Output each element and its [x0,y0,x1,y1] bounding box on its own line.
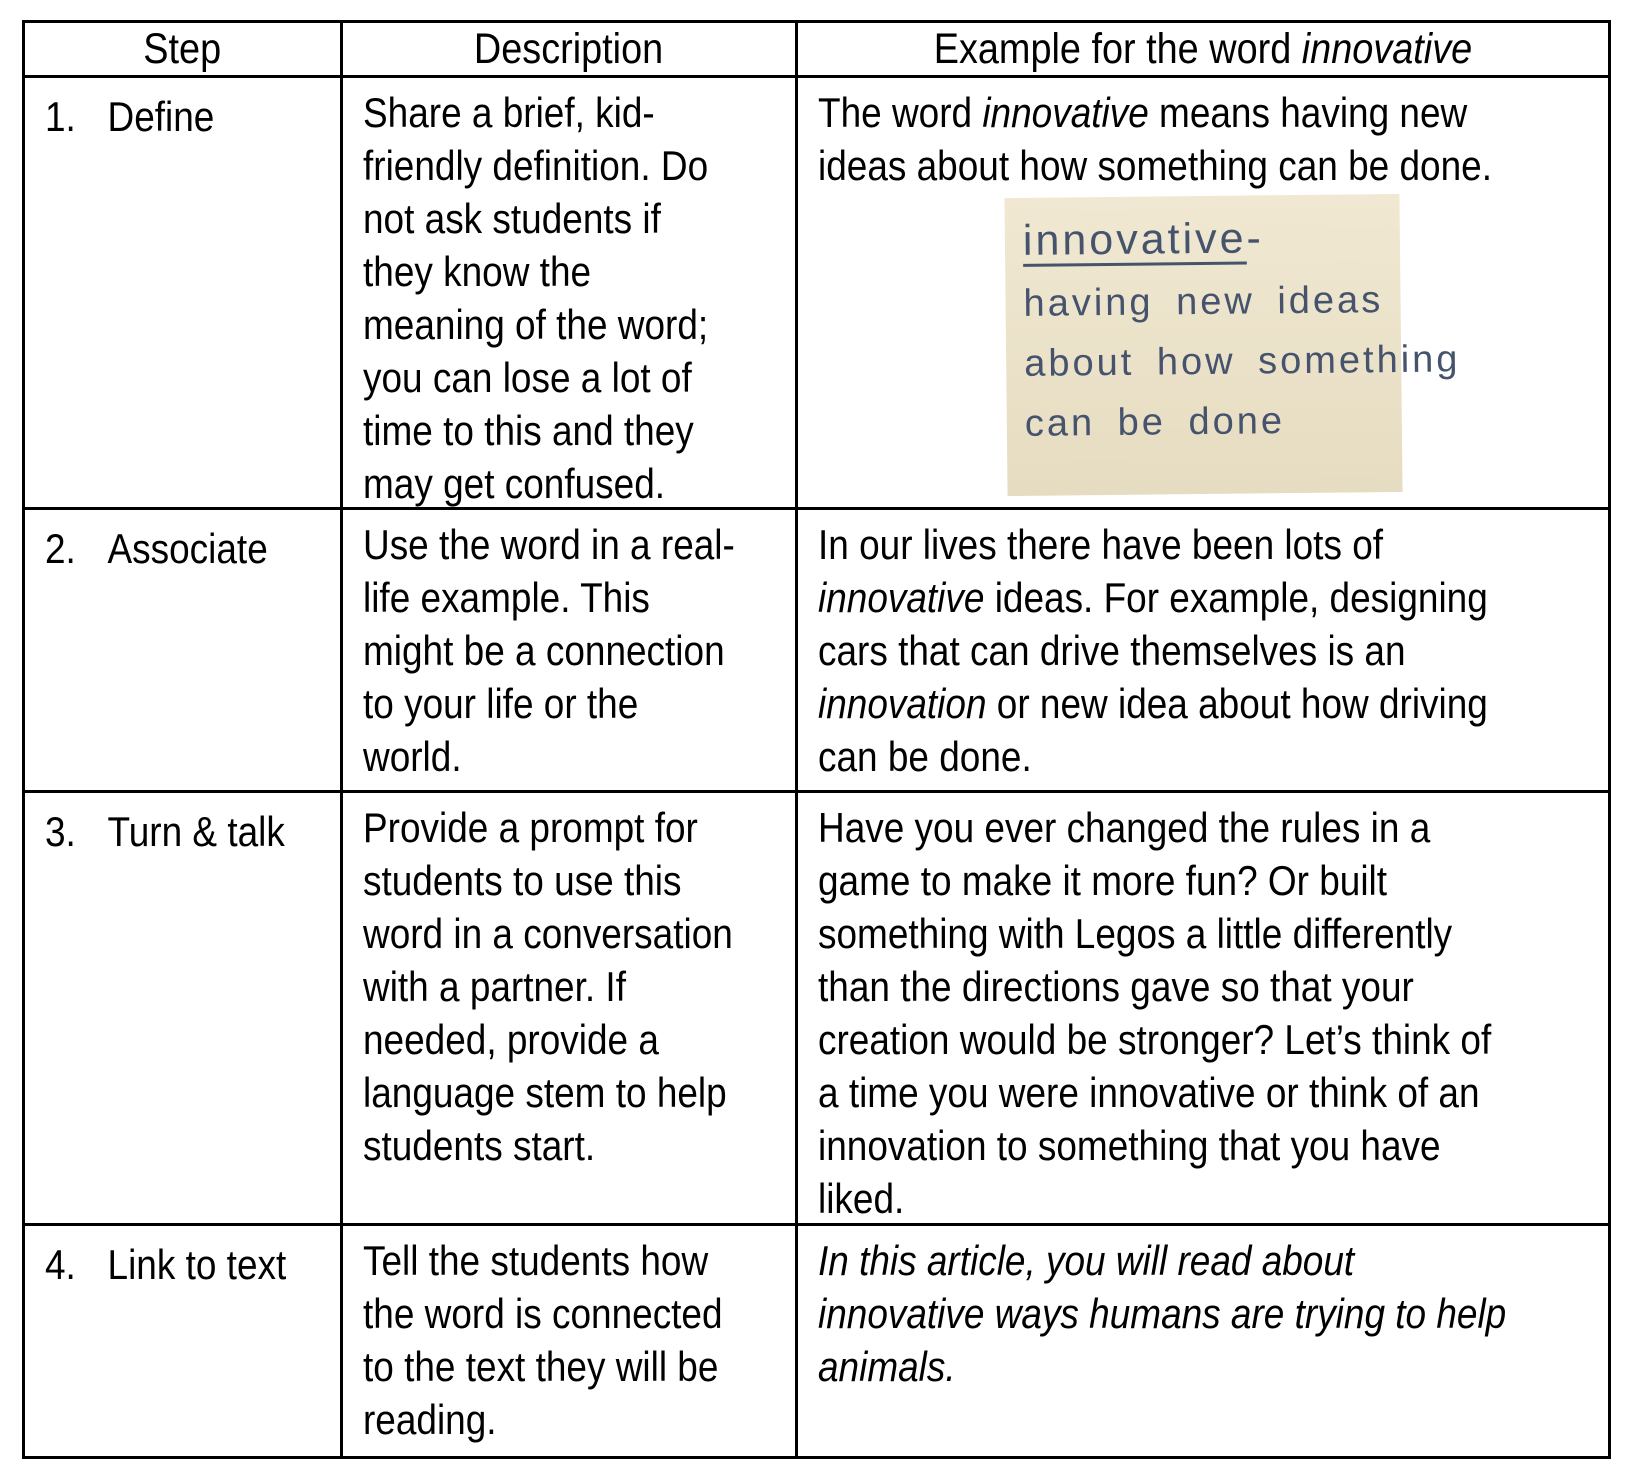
handwritten-definition-photo: innovative- having new ideas about how s… [1004,193,1461,497]
example-text: The word innovative means having new ide… [818,89,1492,189]
step-label: Turn & talk [107,808,285,855]
description-text: Share a brief, kid- friendly definition.… [363,89,709,507]
header-description: Description [343,23,798,78]
step-number: 4. [45,1241,76,1288]
description-cell-link-to-text: Tell the students how the word is connec… [343,1226,798,1456]
handwriting-line: can be done [1024,400,1286,445]
example-cell-define: The word innovative means having new ide… [798,78,1608,510]
example-text: In our lives there have been lots of inn… [818,521,1488,780]
example-cell-turn-and-talk: Have you ever changed the rules in a gam… [798,793,1608,1226]
handwriting-line: having new ideas [1023,279,1384,325]
description-cell-turn-and-talk: Provide a prompt for students to use thi… [343,793,798,1226]
step-cell-define: 1. Define [25,78,343,510]
step-cell-link-to-text: 4. Link to text [25,1226,343,1456]
description-text: Use the word in a real- life example. Th… [363,521,735,780]
handwriting-line: about how something [1023,338,1461,385]
step-number: 3. [45,808,76,855]
handwriting-line: innovative- [1022,214,1265,265]
example-cell-associate: In our lives there have been lots of inn… [798,510,1608,793]
step-number: 1. [45,93,76,140]
header-step: Step [25,23,343,78]
header-step-label: Step [143,24,222,73]
vocabulary-steps-table: Step Description Example for the word in… [22,20,1611,1459]
example-cell-link-to-text: In this article, you will read about inn… [798,1226,1608,1456]
step-label: Define [107,93,215,140]
example-text: Have you ever changed the rules in a gam… [818,804,1492,1222]
step-label: Link to text [107,1241,287,1288]
description-cell-associate: Use the word in a real- life example. Th… [343,510,798,793]
step-number: 2. [45,525,76,572]
description-text: Tell the students how the word is connec… [363,1237,723,1443]
step-label: Associate [107,525,268,572]
header-example: Example for the word innovative [798,23,1608,78]
header-example-label: Example for the word innovative [933,24,1473,73]
header-description-label: Description [474,24,664,73]
example-text: In this article, you will read about inn… [818,1237,1507,1390]
description-text: Provide a prompt for students to use thi… [363,804,733,1169]
description-cell-define: Share a brief, kid- friendly definition.… [343,78,798,510]
step-cell-turn-and-talk: 3. Turn & talk [25,793,343,1226]
step-cell-associate: 2. Associate [25,510,343,793]
